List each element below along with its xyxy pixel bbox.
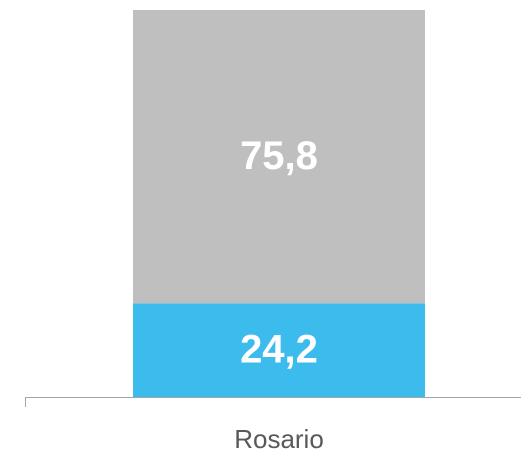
data-label: 75,8: [240, 134, 318, 178]
bar-segment: [133, 10, 425, 304]
data-label: 24,2: [240, 328, 318, 372]
x-tick-label: Rosario: [234, 424, 324, 454]
bar-segment: [133, 303, 425, 397]
